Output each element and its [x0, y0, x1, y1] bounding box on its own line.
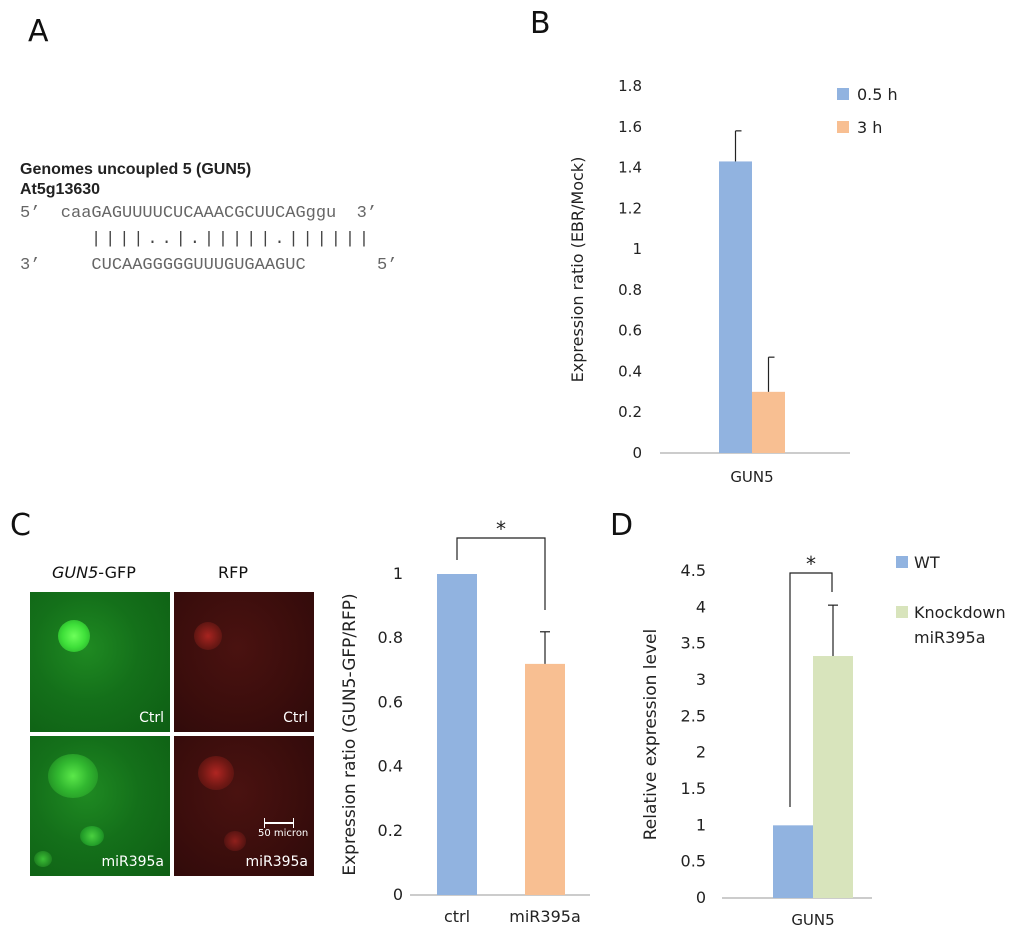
y-tick-label: 0 — [696, 888, 706, 907]
y-tick-label: 3.5 — [681, 634, 706, 653]
y-tick-label: 0 — [632, 444, 642, 462]
rfp-column-header: RFP — [218, 563, 248, 582]
y-tick-label: 1.2 — [618, 199, 642, 217]
y-tick-label: 1 — [696, 815, 706, 834]
rfp-cell-blob — [194, 622, 222, 650]
y-axis-label: Expression ratio (EBR/Mock) — [568, 157, 587, 383]
legend-swatch — [837, 88, 849, 100]
ctrl-label: Ctrl — [283, 710, 308, 726]
mirna-sequence: 3’ CUCAAGGGGGUUUGUGAAGUC 5’ — [20, 256, 398, 275]
y-tick-label: 1.6 — [618, 118, 642, 136]
micrograph-gfp-ctrl: Ctrl — [30, 592, 170, 732]
y-tick-label: 0.6 — [378, 692, 403, 711]
legend-swatch — [896, 606, 908, 618]
micrograph-rfp-mir: 50 micron miR395a — [174, 736, 314, 876]
bar — [525, 663, 565, 895]
scale-bar-line — [264, 822, 294, 824]
y-tick-label: 0.4 — [618, 362, 642, 380]
ctrl-label: Ctrl — [139, 710, 164, 726]
micrograph-gfp-mir: miR395a — [30, 736, 170, 876]
bar — [773, 825, 813, 898]
gfp-cell-blob — [48, 754, 98, 798]
y-tick-label: 1.4 — [618, 159, 642, 177]
target-sequence: 5’ caaGAGUUUUCUCAAACGCUUCAGggu 3’ — [20, 204, 378, 223]
y-tick-label: 0.2 — [378, 821, 403, 840]
y-tick-label: 0.5 — [681, 852, 706, 871]
y-tick-label: 4.5 — [681, 561, 706, 580]
legend-label: miR395a — [914, 628, 986, 647]
significance-bracket — [789, 572, 833, 807]
significance-star: * — [806, 552, 816, 576]
y-tick-label: 2.5 — [681, 706, 706, 725]
pairing-bars: ||||..|.|||||.|||||| — [91, 230, 374, 249]
y-tick-label: 0 — [393, 885, 403, 904]
y-tick-label: 0.8 — [378, 628, 403, 647]
mir-label: miR395a — [101, 854, 164, 870]
legend-swatch — [896, 556, 908, 568]
panel-letter-c: C — [10, 508, 31, 543]
legend-label: 0.5 h — [857, 85, 898, 104]
rfp-cell-blob — [198, 756, 234, 790]
y-tick-label: 0.8 — [618, 281, 642, 299]
bar — [437, 574, 477, 895]
gfp-cell-blob — [80, 826, 104, 846]
significance-star: * — [496, 517, 506, 541]
legend-label: WT — [914, 553, 940, 572]
x-tick-label: GUN5 — [730, 468, 773, 486]
gfp-cell-blob — [58, 620, 90, 652]
scale-bar-tick — [264, 818, 265, 828]
significance-bracket — [456, 537, 546, 610]
gene-locus: At5g13630 — [20, 181, 101, 198]
scale-bar-tick — [293, 818, 294, 828]
micrograph-rfp-ctrl: Ctrl — [174, 592, 314, 732]
gfp-suffix: -GFP — [98, 563, 136, 582]
panel-letter-b: B — [530, 6, 551, 41]
y-tick-label: 0.2 — [618, 403, 642, 421]
y-tick-label: 2 — [696, 743, 706, 762]
mir-label: miR395a — [245, 854, 308, 870]
bar — [752, 391, 785, 453]
y-tick-label: 1 — [632, 240, 642, 258]
y-tick-label: 4 — [696, 597, 706, 616]
y-axis-label: Relative expression level — [641, 629, 661, 841]
gene-title: Genomes uncoupled 5 (GUN5) At5g13630 — [20, 160, 251, 200]
legend-label: Knockdown — [914, 603, 1006, 622]
y-axis-label: Expression ratio (GUN5-GFP/RFP) — [340, 593, 360, 875]
legend-label: 3 h — [857, 118, 882, 137]
scale-bar-label: 50 micron — [258, 828, 309, 839]
bar — [719, 161, 752, 453]
y-tick-label: 0.6 — [618, 322, 642, 340]
rfp-cell-blob — [224, 831, 246, 851]
bar — [813, 656, 853, 898]
y-tick-label: 1 — [393, 564, 403, 583]
panel-letter-a: A — [28, 14, 49, 49]
y-tick-label: 3 — [696, 670, 706, 689]
panel-letter-d: D — [610, 508, 634, 543]
x-tick-label: GUN5 — [791, 911, 834, 929]
y-tick-label: 1.5 — [681, 779, 706, 798]
gfp-column-header: GUN5-GFP — [52, 563, 136, 582]
y-tick-label: 0.4 — [378, 757, 403, 776]
x-tick-label: miR395a — [509, 907, 581, 926]
y-tick-label: 1.8 — [618, 77, 642, 95]
x-tick-label: ctrl — [444, 907, 470, 926]
gene-name: Genomes uncoupled 5 (GUN5) — [20, 161, 252, 178]
gfp-cell-blob — [34, 851, 52, 867]
legend-swatch — [837, 121, 849, 133]
gfp-gene-italic: GUN5 — [52, 563, 99, 582]
